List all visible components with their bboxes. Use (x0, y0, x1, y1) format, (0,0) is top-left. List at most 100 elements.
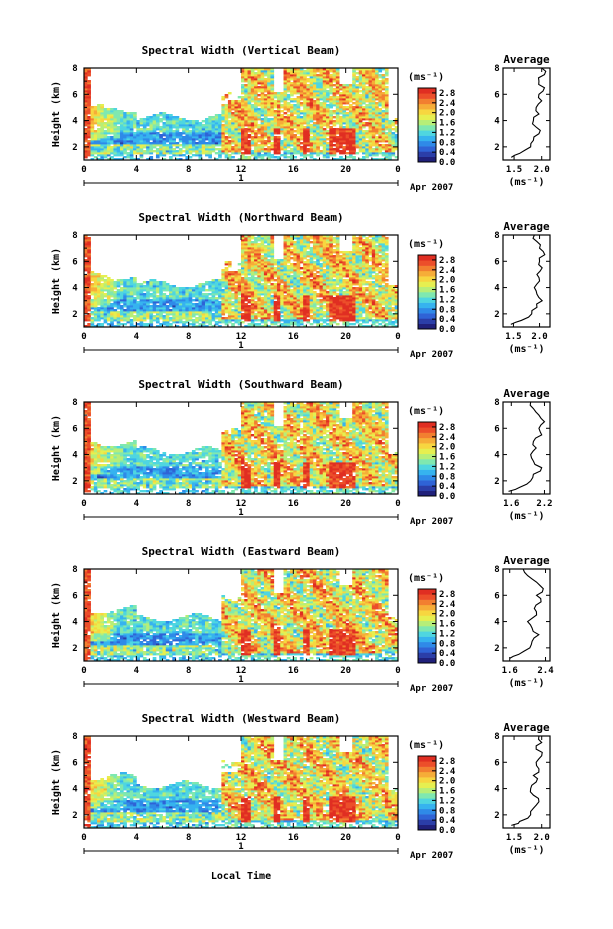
heatmap-cell (182, 140, 186, 143)
heatmap-cell (224, 130, 229, 133)
heatmap-cell (142, 140, 147, 143)
heatmap-cell (322, 84, 327, 87)
heatmap-cell (312, 142, 317, 145)
heatmap-cell (169, 323, 173, 326)
heatmap-cell (335, 130, 340, 133)
heatmap-cell (293, 146, 297, 149)
heatmap-cell (227, 134, 232, 137)
heatmap-cell (191, 130, 196, 133)
heatmap-cell (303, 88, 307, 91)
heatmap-cell (234, 128, 239, 131)
heatmap-cell (205, 120, 209, 123)
heatmap-cell (348, 120, 353, 123)
heatmap-cell (149, 138, 154, 141)
heatmap-cell (254, 154, 258, 157)
heatmap-cell (103, 146, 108, 149)
x-tick-label: 0 (81, 165, 86, 175)
heatmap-cell (260, 90, 265, 93)
heatmap-cell (205, 146, 209, 149)
heatmap-cell (335, 122, 340, 125)
heatmap-cell (123, 315, 127, 318)
heatmap-cell (84, 136, 88, 139)
heatmap-cell (241, 104, 245, 107)
heatmap-cell (296, 86, 301, 89)
heatmap-cell (257, 114, 262, 117)
heatmap-cell (348, 90, 353, 93)
heatmap-cell (257, 126, 262, 129)
heatmap-cell (165, 128, 170, 131)
heatmap-cell (371, 154, 376, 157)
heatmap-cell (123, 122, 127, 125)
heatmap-cell (90, 285, 95, 288)
heatmap-cell (231, 150, 235, 153)
heatmap-cell (126, 142, 131, 145)
heatmap-cell (90, 323, 95, 326)
heatmap-cell (241, 68, 245, 71)
heatmap-cell (119, 110, 124, 113)
heatmap-cell (211, 138, 216, 141)
heatmap-cell (254, 80, 258, 83)
heatmap-cell (116, 146, 121, 149)
heatmap-cell (169, 150, 173, 153)
heatmap-cell (322, 114, 327, 117)
heatmap-cell (208, 122, 212, 125)
heatmap-cell (113, 287, 118, 290)
heatmap-cell (155, 138, 160, 141)
heatmap-cell (283, 104, 288, 107)
heatmap-cell (319, 142, 324, 145)
heatmap-cell (352, 92, 356, 95)
heatmap-cell (365, 96, 369, 99)
heatmap-cell (355, 80, 360, 83)
heatmap-cell (119, 112, 124, 115)
heatmap-cell (106, 305, 111, 308)
heatmap-cell (113, 120, 118, 123)
heatmap-cell (371, 144, 376, 147)
heatmap-cell (290, 124, 294, 127)
heatmap-cell (214, 158, 219, 161)
heatmap-cell (260, 140, 265, 143)
heatmap-cell (332, 92, 337, 95)
heatmap-cell (355, 124, 360, 127)
heatmap-cell (129, 122, 134, 125)
heatmap-cell (218, 154, 222, 157)
heatmap-cell (136, 315, 140, 318)
heatmap-cell (195, 148, 199, 151)
heatmap-cell (270, 94, 275, 97)
heatmap-cell (381, 94, 386, 97)
heatmap-cell (218, 142, 222, 145)
heatmap-cell (319, 136, 324, 139)
heatmap-cell (348, 106, 353, 109)
heatmap-cell (93, 114, 98, 117)
heatmap-cell (250, 90, 255, 93)
heatmap-cell (362, 72, 366, 75)
heatmap-cell (365, 106, 369, 109)
heatmap-cell (84, 283, 88, 286)
heatmap-cell (110, 112, 114, 115)
heatmap-cell (103, 303, 108, 306)
heatmap-cell (155, 295, 160, 298)
colorbar-segment (418, 130, 436, 136)
heatmap-cell (149, 146, 154, 149)
heatmap-cell (172, 116, 176, 119)
heatmap-cell (270, 98, 275, 101)
heatmap-cell (293, 130, 297, 133)
heatmap-cell (280, 140, 284, 143)
heatmap-cell (84, 96, 88, 99)
heatmap-cell (322, 100, 327, 103)
heatmap-cell (191, 146, 196, 149)
heatmap-cell (211, 128, 216, 131)
heatmap-cell (260, 144, 265, 147)
heatmap-cell (195, 146, 199, 149)
heatmap-cell (322, 132, 327, 135)
heatmap-cell (237, 134, 242, 137)
heatmap-cell (90, 271, 95, 274)
heatmap-cell (165, 118, 170, 121)
heatmap-cell (358, 76, 363, 79)
heatmap-cell (368, 92, 373, 95)
heatmap-cell (106, 124, 111, 127)
heatmap-cell (329, 104, 333, 107)
heatmap-cell (257, 112, 262, 115)
heatmap-cell (250, 78, 255, 81)
heatmap-cell (201, 152, 206, 155)
heatmap-cell (100, 150, 105, 153)
